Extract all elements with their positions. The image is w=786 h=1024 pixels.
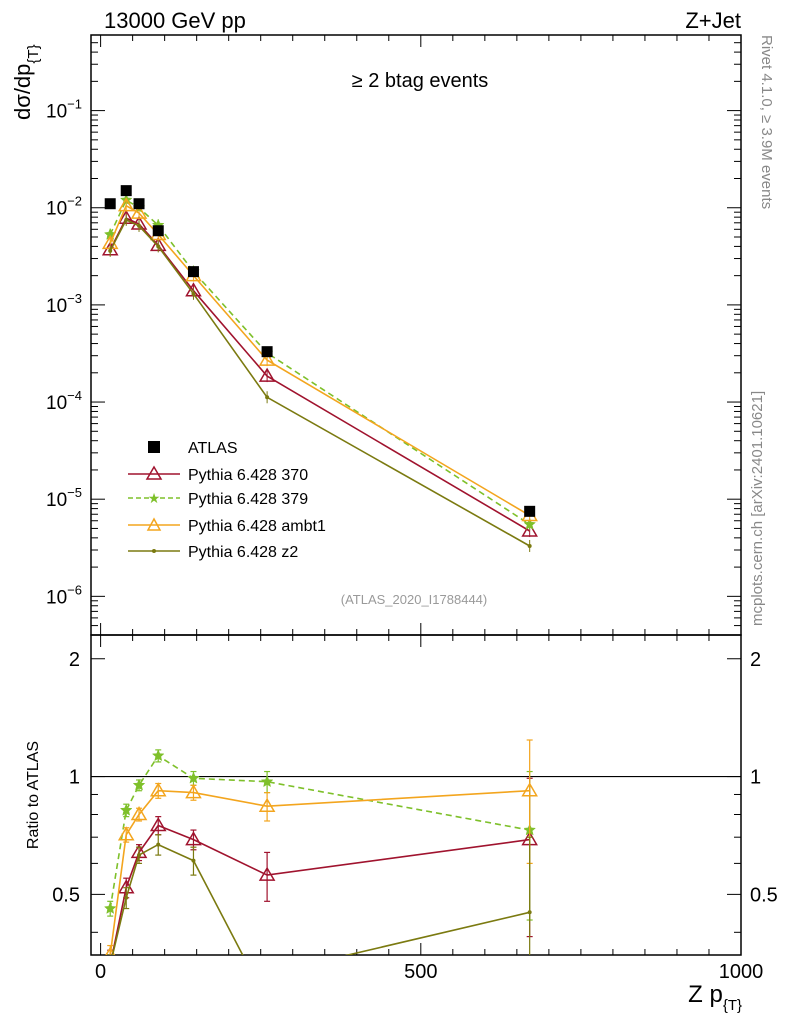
legend-atlas-marker xyxy=(148,441,160,453)
ratio-marker-2 xyxy=(105,946,116,955)
ratio-marker-1 xyxy=(151,749,165,762)
series-layer xyxy=(101,185,538,967)
ratio-marker-3 xyxy=(156,842,161,847)
x-axis-label-sub: {T} xyxy=(723,997,742,1014)
ratio-marker-2 xyxy=(258,797,276,812)
x-tick-label: 500 xyxy=(404,961,437,983)
data-point xyxy=(104,198,116,210)
legend-z2-marker xyxy=(152,549,156,553)
series-marker-3 xyxy=(137,223,142,228)
x-tick-label: 1000 xyxy=(719,961,764,983)
legend-370-label: Pythia 6.428 370 xyxy=(188,467,308,484)
ratio-marker-0 xyxy=(185,831,202,846)
ratio-marker-3 xyxy=(124,895,129,900)
series-marker-0 xyxy=(521,522,538,537)
data-point xyxy=(133,198,145,210)
ratio-tick-label: 0.5 xyxy=(52,884,80,906)
legend-z2-label: Pythia 6.428 z2 xyxy=(188,544,298,561)
series-marker-3 xyxy=(156,244,161,249)
ratio-axis-label: Ratio to ATLAS xyxy=(25,741,42,849)
series-marker-3 xyxy=(124,217,129,222)
series-marker-3 xyxy=(527,543,532,548)
y-tick-label: 10−5 xyxy=(46,485,82,511)
ratio-marker-2 xyxy=(149,782,167,797)
ratio-marker-0 xyxy=(149,816,167,832)
legend-379-label: Pythia 6.428 379 xyxy=(188,491,308,508)
data-point xyxy=(187,266,199,278)
series-marker-3 xyxy=(265,395,270,400)
ratio-marker-3 xyxy=(191,858,196,863)
ratio-marker-1 xyxy=(260,775,274,788)
legend-370-marker xyxy=(145,465,163,480)
ratio-marker-1 xyxy=(132,778,146,791)
series-marker-3 xyxy=(108,248,113,253)
svg-text:dσ/dp{T}: dσ/dp{T} xyxy=(10,44,42,120)
series-marker-2 xyxy=(258,351,276,366)
series-line-1 xyxy=(109,198,531,526)
axes-layer: 0 500 1000 10−6 10−5 10−4 10−3 10−2 10−1 0.5 0.5 1 1… xyxy=(46,35,778,983)
chart-title: ≥ 2 btag events xyxy=(352,70,489,92)
ratio-tick-label-right: 0.5 xyxy=(750,884,778,906)
ratio-series-group xyxy=(103,739,538,967)
ratio-marker-3 xyxy=(527,910,532,915)
series-marker-0 xyxy=(258,367,276,382)
ratio-tick-label-right: 1 xyxy=(750,767,761,789)
ratio-marker-2 xyxy=(117,826,135,841)
ratio-tick-label-right: 2 xyxy=(750,649,761,671)
series-line-3 xyxy=(109,218,531,547)
legend-ambt1-label: Pythia 6.428 ambt1 xyxy=(188,518,326,535)
ratio-tick-label: 2 xyxy=(69,649,80,671)
series-line-2 xyxy=(109,204,531,517)
source-label: mcplots.cern.ch [arXiv:2401.10621] xyxy=(749,391,766,626)
ratio-marker-2 xyxy=(521,782,538,797)
y-tick-label: 10−2 xyxy=(46,194,82,220)
data-point xyxy=(120,185,132,197)
data-point xyxy=(152,225,164,237)
ratio-panel-frame xyxy=(90,634,742,956)
ratio-marker-0 xyxy=(258,866,276,881)
ratio-line-3 xyxy=(111,843,530,955)
ratio-marker-2 xyxy=(130,806,148,821)
ratio-marker-2 xyxy=(185,784,202,799)
x-axis-label: Z p{T} xyxy=(688,981,742,1014)
y-axis-label-sub: {T} xyxy=(25,44,42,63)
data-point xyxy=(261,346,273,358)
y-axis-label-main: dσ/dp xyxy=(10,64,35,120)
legend: ATLAS Pythia 6.428 370 ★ Pythia 6.428 37… xyxy=(128,440,326,561)
y-tick-label: 10−1 xyxy=(46,97,82,123)
ratio-marker-1 xyxy=(103,901,117,914)
y-tick-label: 10−4 xyxy=(46,388,82,414)
ratio-line-2 xyxy=(109,789,530,955)
x-tick-label: 0 xyxy=(95,961,106,983)
series-marker-2 xyxy=(117,197,135,212)
legend-379-marker: ★ xyxy=(148,490,161,506)
x-axis-label-main: Z p xyxy=(688,981,723,1008)
header-left: 13000 GeV pp xyxy=(104,8,246,33)
y-axis-label: dσ/dp{T} xyxy=(10,44,42,120)
series-marker-2 xyxy=(130,204,148,219)
series-marker-1 xyxy=(523,517,537,530)
legend-atlas-label: ATLAS xyxy=(188,440,238,457)
rivet-label: Rivet 4.1.0, ≥ 3.9M events xyxy=(758,35,775,209)
ratio-tick-label: 1 xyxy=(69,767,80,789)
series-marker-3 xyxy=(191,291,196,296)
y-tick-label: 10−3 xyxy=(46,291,82,317)
analysis-id: (ATLAS_2020_I1788444) xyxy=(341,592,487,607)
ratio-marker-1 xyxy=(187,771,200,784)
header-right: Z+Jet xyxy=(685,8,741,33)
legend-ambt1-marker xyxy=(146,517,162,531)
y-tick-label: 10−6 xyxy=(46,582,82,608)
ratio-line-0 xyxy=(111,824,530,955)
ratio-marker-1 xyxy=(119,803,133,816)
ratio-marker-3 xyxy=(137,853,142,858)
ratio-marker-3 xyxy=(108,963,112,967)
data-point xyxy=(524,505,536,517)
